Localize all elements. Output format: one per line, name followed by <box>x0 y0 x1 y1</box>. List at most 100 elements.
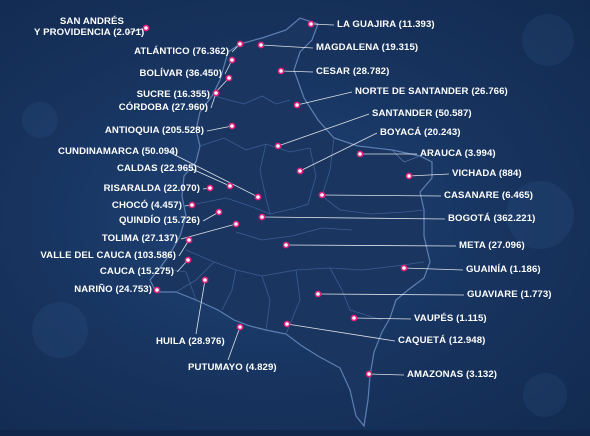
label-caqueta: CAQUETÁ (12.948) <box>398 335 485 346</box>
leader-amazonas <box>368 373 405 376</box>
marker-arauca <box>356 150 364 158</box>
marker-guainia <box>400 264 408 272</box>
marker-boyaca <box>296 167 304 175</box>
label-vaupes: VAUPÉS (1.115) <box>414 313 487 324</box>
leader-antioquia <box>206 125 233 132</box>
marker-casanare <box>318 191 326 199</box>
label-line: TOLIMA (27.137) <box>101 233 178 244</box>
label-line: SUCRE (16.355) <box>136 89 210 100</box>
leader-cundinamarca <box>168 151 259 198</box>
label-guaviare: GUAVIARE (1.773) <box>467 289 552 300</box>
label-huila: HUILA (28.976) <box>156 336 225 347</box>
marker-caldas <box>226 182 234 190</box>
label-meta: META (27.096) <box>459 240 525 251</box>
label-magdalena: MAGDALENA (19.315) <box>316 42 418 53</box>
marker-atlantico <box>236 40 244 48</box>
label-line: CÓRDOBA (27.960) <box>118 102 208 113</box>
label-cauca: CAUCA (15.275) <box>64 266 174 277</box>
leader-cesar <box>280 70 314 73</box>
marker-cordoba <box>212 89 220 97</box>
marker-vichada <box>405 172 413 180</box>
label-line: META (27.096) <box>459 240 525 251</box>
label-cordoba: CÓRDOBA (27.960) <box>112 102 208 113</box>
marker-magdalena <box>257 41 265 49</box>
marker-risaralda <box>206 184 214 192</box>
label-line: VICHADA (884) <box>452 168 522 179</box>
leader-magdalena <box>260 44 314 49</box>
leader-caldas <box>191 168 231 187</box>
label-line: CAQUETÁ (12.948) <box>398 335 486 346</box>
department-borders <box>159 95 425 335</box>
leader-vichada <box>408 173 450 177</box>
label-line: BOYACÁ (20.243) <box>380 127 461 138</box>
label-antioquia: ANTIOQUIA (205.528) <box>64 125 204 136</box>
label-line: PUTUMAYO (4.829) <box>188 362 277 373</box>
leader-bogota <box>261 216 446 220</box>
label-cesar: CESAR (28.782) <box>316 66 389 77</box>
label-line: SANTANDER (50.587) <box>372 108 472 119</box>
leader-norte-santander <box>296 91 353 106</box>
label-line: NORTE DE SANTANDER (26.766) <box>355 86 508 97</box>
marker-amazonas <box>365 370 373 378</box>
marker-bogota <box>258 213 266 221</box>
label-line: AMAZONAS (3.132) <box>407 369 498 380</box>
virus-background-decoration <box>22 14 574 417</box>
label-valle: VALLE DEL CAUCA (103.586) <box>26 250 176 261</box>
label-line: NARIÑO (24.753) <box>74 284 152 295</box>
label-norte-santander: NORTE DE SANTANDER (26.766) <box>355 86 508 97</box>
label-santander: SANTANDER (50.587) <box>372 108 472 119</box>
label-line: CAUCA (15.275) <box>99 266 174 277</box>
label-caldas: CALDAS (22.965) <box>117 163 197 174</box>
marker-cesar <box>277 67 285 75</box>
leader-la-guajira <box>310 23 335 26</box>
marker-vaupes <box>350 314 358 322</box>
marker-quindio <box>215 208 223 216</box>
label-line: ATLÁNTICO (76.362) <box>134 46 229 57</box>
label-san-andres: SAN ANDRÉS Y PROVIDENCIA (2.071) <box>34 16 145 38</box>
label-putumayo: PUTUMAYO (4.829) <box>188 362 277 373</box>
label-sucre: SUCRE (16.355) <box>118 89 210 100</box>
marker-huila <box>201 276 209 284</box>
leader-santander <box>277 113 370 147</box>
label-cundinamarca: CUNDINAMARCA (50.094) <box>58 146 179 157</box>
label-line: CHOCÓ (4.457) <box>111 200 182 211</box>
label-line: ARAUCA (3.994) <box>420 148 496 159</box>
label-risaralda: RISARALDA (22.070) <box>86 183 200 194</box>
marker-choco <box>188 201 196 209</box>
label-guainia: GUAINÍA (1.186) <box>466 264 541 275</box>
marker-la-guajira <box>307 20 315 28</box>
label-amazonas: AMAZONAS (3.132) <box>407 369 497 380</box>
leader-caqueta <box>286 323 396 342</box>
bottom-bar <box>0 430 590 436</box>
label-boyaca: BOYACÁ (20.243) <box>380 127 461 138</box>
marker-cundinamarca <box>254 193 262 201</box>
label-line: BOLÍVAR (36.450) <box>139 68 222 79</box>
leader-boyaca <box>299 132 378 172</box>
marker-antioquia <box>228 122 236 130</box>
label-quindio: QUINDÍO (15.726) <box>88 215 200 226</box>
leader-vaupes <box>353 317 412 320</box>
label-casanare: CASANARE (6.465) <box>444 190 533 201</box>
leader-lines <box>126 23 465 376</box>
label-line: Y PROVIDENCIA (2.071) <box>34 27 145 38</box>
marker-putumayo <box>236 323 244 331</box>
label-line: LA GUAJIRA (11.393) <box>337 19 435 30</box>
marker-cauca <box>184 256 192 264</box>
marker-narino <box>153 286 161 294</box>
label-line: BOGOTÁ (362.221) <box>448 213 536 224</box>
marker-guaviare <box>314 290 322 298</box>
label-line: MAGDALENA (19.315) <box>316 42 419 53</box>
label-vichada: VICHADA (884) <box>452 168 522 179</box>
label-line: GUAINÍA (1.186) <box>466 264 541 275</box>
label-line: CALDAS (22.965) <box>117 163 197 174</box>
label-line: CUNDINAMARCA (50.094) <box>58 146 179 157</box>
label-bolivar: BOLÍVAR (36.450) <box>102 68 222 79</box>
label-line: VALLE DEL CAUCA (103.586) <box>40 250 176 261</box>
leader-meta <box>285 244 457 247</box>
marker-santander <box>274 142 282 150</box>
leader-guainia <box>403 267 464 271</box>
label-line: CASANARE (6.465) <box>444 190 534 201</box>
marker-san-andres <box>142 24 150 32</box>
leader-casanare <box>321 194 442 197</box>
